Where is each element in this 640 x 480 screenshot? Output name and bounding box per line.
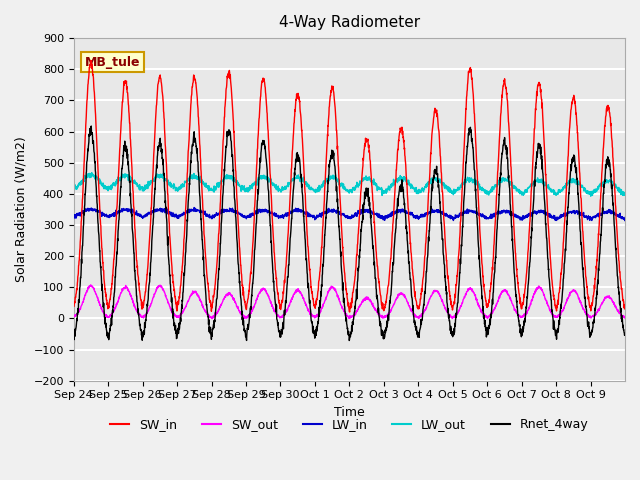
Y-axis label: Solar Radiation (W/m2): Solar Radiation (W/m2) bbox=[15, 136, 28, 282]
SW_in bbox=[87, 58, 95, 63]
SW_out bbox=[125, 289, 133, 295]
SW_out bbox=[614, 308, 621, 314]
LW_in bbox=[244, 214, 252, 220]
Legend: SW_in, SW_out, LW_in, LW_out, Rnet_4way: SW_in, SW_out, LW_in, LW_out, Rnet_4way bbox=[105, 413, 593, 436]
LW_in bbox=[547, 214, 554, 220]
SW_out bbox=[244, 313, 252, 319]
SW_in bbox=[614, 239, 621, 245]
SW_in bbox=[383, 292, 390, 298]
LW_out bbox=[516, 187, 524, 193]
LW_in bbox=[383, 215, 390, 220]
Rnet_4way bbox=[516, 323, 524, 329]
LW_in bbox=[621, 215, 629, 220]
SW_out bbox=[87, 282, 95, 288]
LW_out bbox=[244, 189, 252, 195]
LW_in bbox=[621, 218, 628, 224]
LW_in bbox=[70, 213, 77, 219]
Rnet_4way bbox=[383, 318, 390, 324]
Rnet_4way bbox=[125, 170, 133, 176]
Line: SW_out: SW_out bbox=[74, 285, 625, 318]
Line: SW_in: SW_in bbox=[74, 60, 625, 312]
Rnet_4way bbox=[70, 331, 77, 337]
LW_out bbox=[587, 193, 595, 199]
SW_in bbox=[621, 306, 629, 312]
Rnet_4way bbox=[88, 123, 95, 129]
X-axis label: Time: Time bbox=[334, 406, 365, 419]
LW_out bbox=[614, 185, 621, 191]
SW_in bbox=[516, 298, 524, 304]
SW_in bbox=[70, 303, 77, 309]
Rnet_4way bbox=[614, 273, 621, 279]
SW_out bbox=[208, 315, 216, 321]
SW_in bbox=[547, 262, 555, 268]
SW_out bbox=[547, 309, 555, 314]
Line: Rnet_4way: Rnet_4way bbox=[74, 126, 625, 340]
SW_out bbox=[516, 313, 524, 319]
SW_in bbox=[244, 296, 252, 302]
Rnet_4way bbox=[346, 337, 353, 343]
Title: 4-Way Radiometer: 4-Way Radiometer bbox=[279, 15, 420, 30]
SW_out bbox=[383, 313, 390, 319]
LW_in bbox=[614, 214, 621, 219]
LW_out bbox=[125, 176, 133, 182]
LW_in bbox=[125, 206, 132, 212]
LW_out bbox=[547, 187, 554, 193]
LW_in bbox=[190, 204, 198, 210]
LW_in bbox=[516, 215, 524, 220]
SW_in bbox=[346, 309, 353, 315]
LW_out bbox=[70, 187, 77, 192]
Rnet_4way bbox=[547, 293, 555, 299]
LW_out bbox=[621, 190, 629, 196]
SW_out bbox=[621, 314, 629, 320]
LW_out bbox=[88, 170, 95, 176]
SW_out bbox=[70, 313, 77, 319]
Text: MB_tule: MB_tule bbox=[85, 56, 140, 69]
Rnet_4way bbox=[244, 324, 252, 330]
SW_in bbox=[125, 111, 133, 117]
Line: LW_in: LW_in bbox=[74, 207, 625, 221]
LW_out bbox=[383, 189, 390, 195]
Line: LW_out: LW_out bbox=[74, 173, 625, 196]
Rnet_4way bbox=[621, 332, 629, 338]
